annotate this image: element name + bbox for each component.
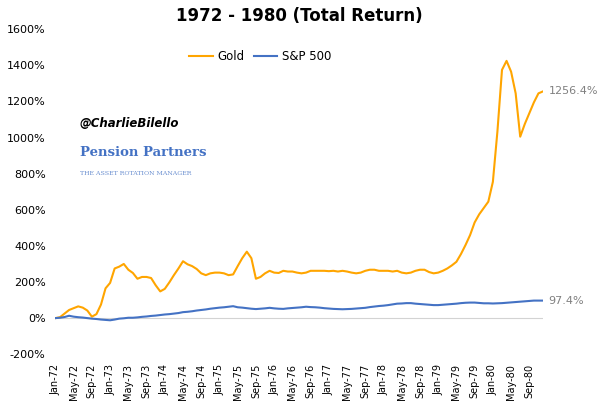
Gold [102,286,109,291]
Gold [52,316,59,321]
Legend: Gold, S&P 500: Gold, S&P 500 [184,45,336,68]
Gold [503,59,510,63]
Gold [280,268,287,273]
Gold [535,91,542,96]
S&P 500 [443,302,451,307]
S&P 500 [476,300,483,305]
S&P 500 [540,298,547,303]
S&P 500 [134,315,141,320]
Text: @CharlieBilello: @CharlieBilello [80,117,179,130]
S&P 500 [530,298,537,303]
Gold [439,268,446,273]
Text: 1256.4%: 1256.4% [549,86,598,96]
Gold [129,271,137,276]
S&P 500 [102,317,109,322]
S&P 500 [485,301,492,306]
S&P 500 [284,306,292,311]
S&P 500 [52,316,59,321]
Text: Pension Partners: Pension Partners [80,146,206,159]
Text: 97.4%: 97.4% [549,295,584,306]
Gold [471,220,479,225]
Line: Gold: Gold [56,61,543,318]
Line: S&P 500: S&P 500 [56,301,543,320]
Title: 1972 - 1980 (Total Return): 1972 - 1980 (Total Return) [176,7,422,25]
Text: THE ASSET ROTATION MANAGER: THE ASSET ROTATION MANAGER [80,171,191,177]
S&P 500 [106,318,114,323]
Gold [540,89,547,94]
